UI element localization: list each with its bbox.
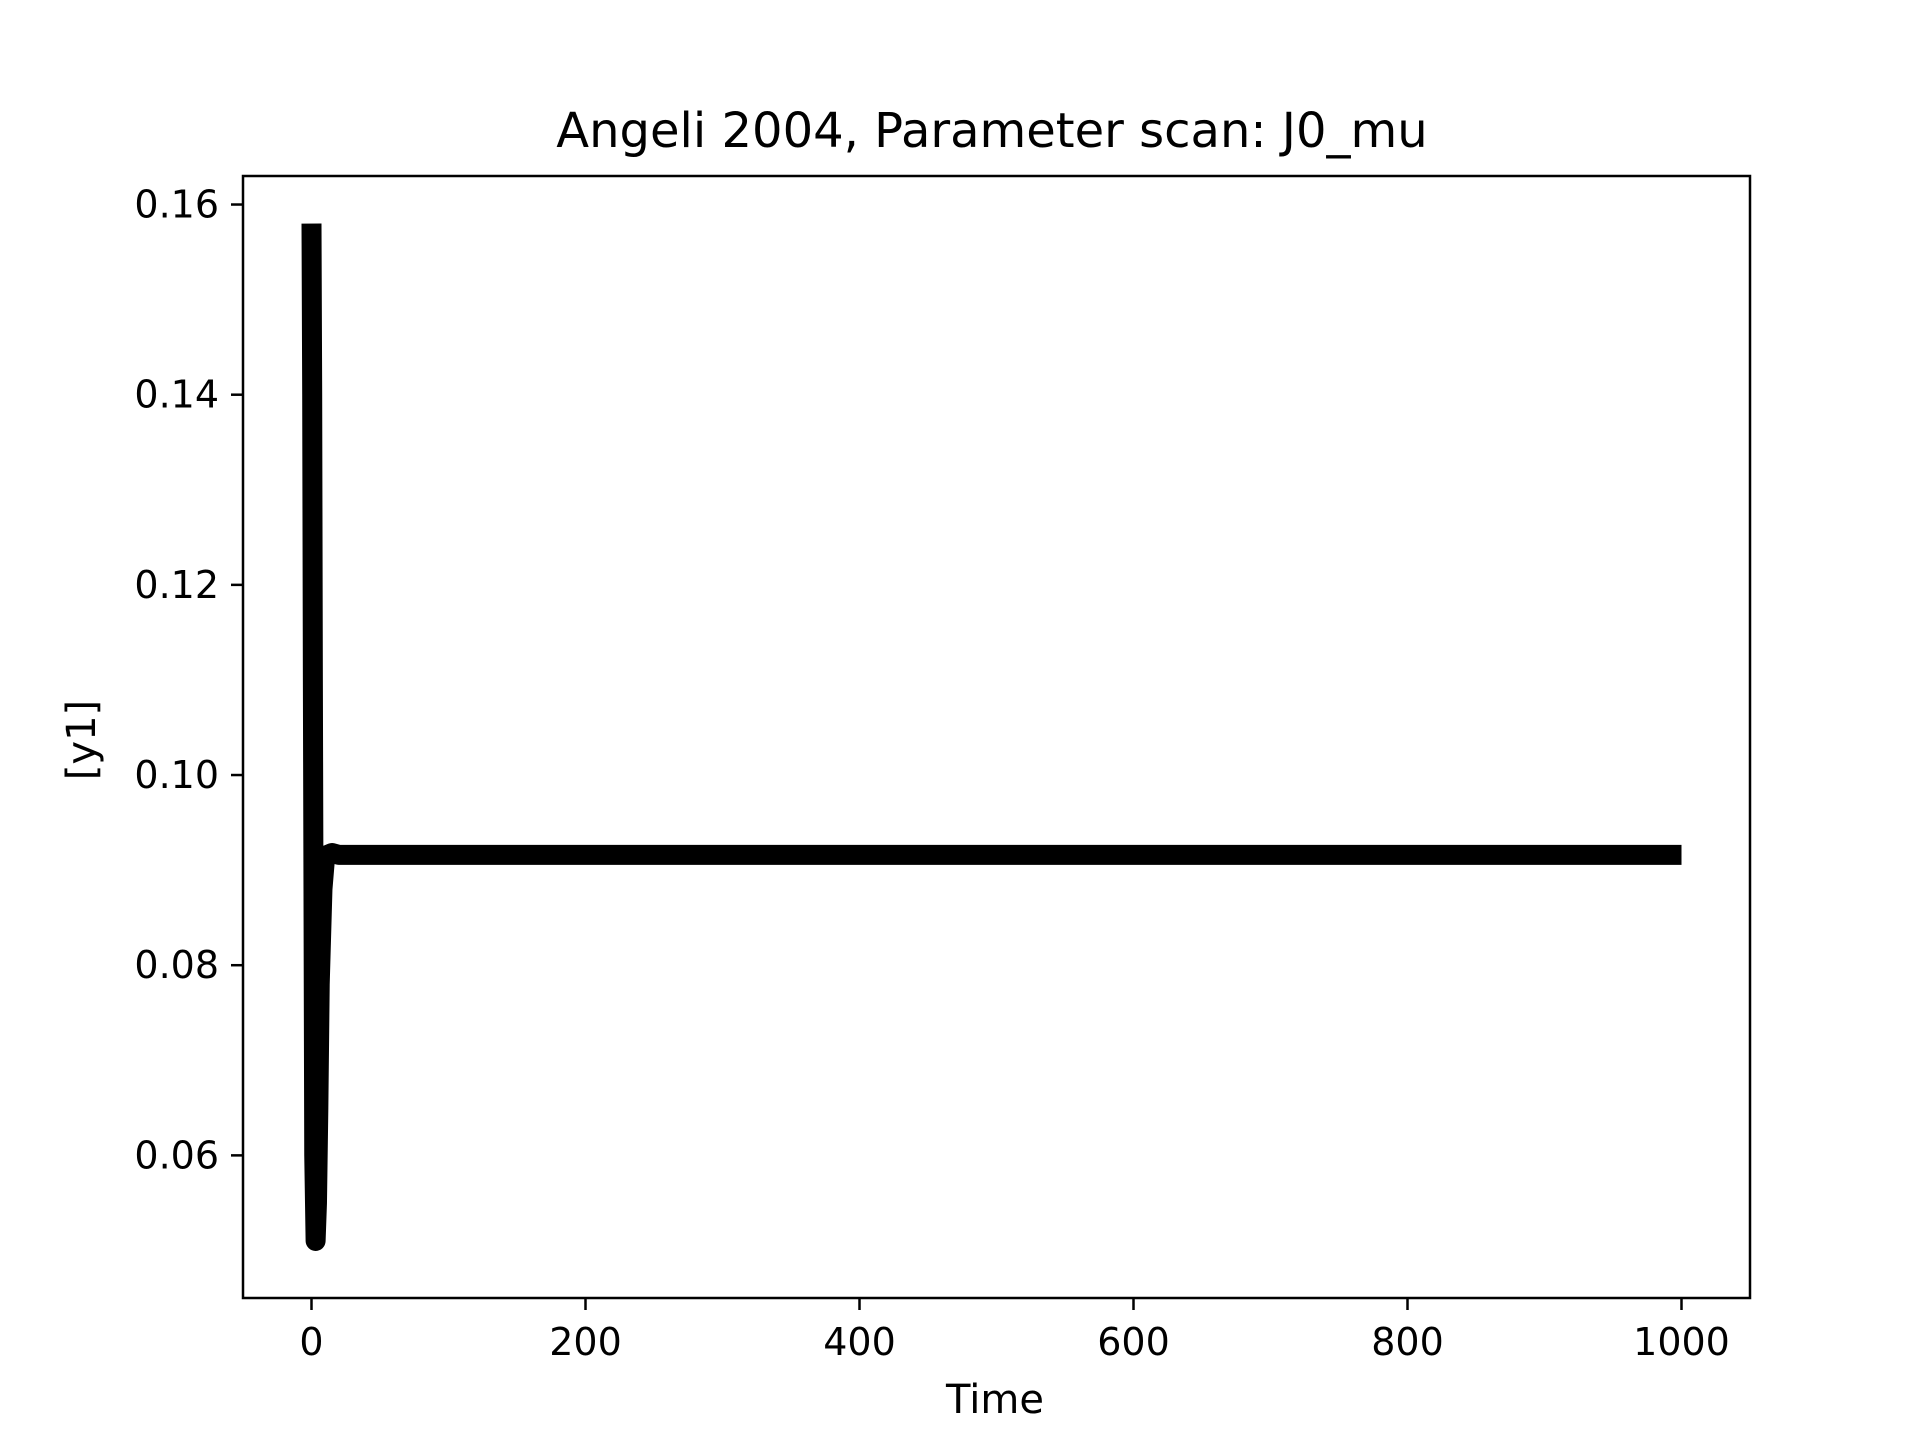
x-tick-label: 600 [1097,1320,1170,1364]
y-axis-label: [y1] [59,700,105,780]
x-tick-label: 400 [823,1320,896,1364]
y-tick-label: 0.14 [134,373,219,417]
x-tick-label: 800 [1371,1320,1444,1364]
chart-title: Angeli 2004, Parameter scan: J0_mu [556,103,1427,159]
x-tick-label: 0 [299,1320,323,1364]
y-axis: 0.06 0.08 0.10 0.12 0.14 0.16 [134,183,243,1177]
x-axis: 0 200 400 600 800 1000 [299,1298,1730,1364]
x-tick-label: 200 [549,1320,622,1364]
series-line-0 [301,223,1682,1251]
plot-frame [241,174,1752,1300]
y-tick-label: 0.06 [134,1133,219,1177]
y-tick-label: 0.08 [134,943,219,987]
x-tick-label: 1000 [1633,1320,1730,1364]
x-axis-label: Time [945,1377,1044,1423]
y-tick-label: 0.16 [134,183,219,227]
y-tick-label: 0.12 [134,563,219,607]
plot-area [301,223,1682,1251]
y-tick-label: 0.10 [134,753,219,797]
